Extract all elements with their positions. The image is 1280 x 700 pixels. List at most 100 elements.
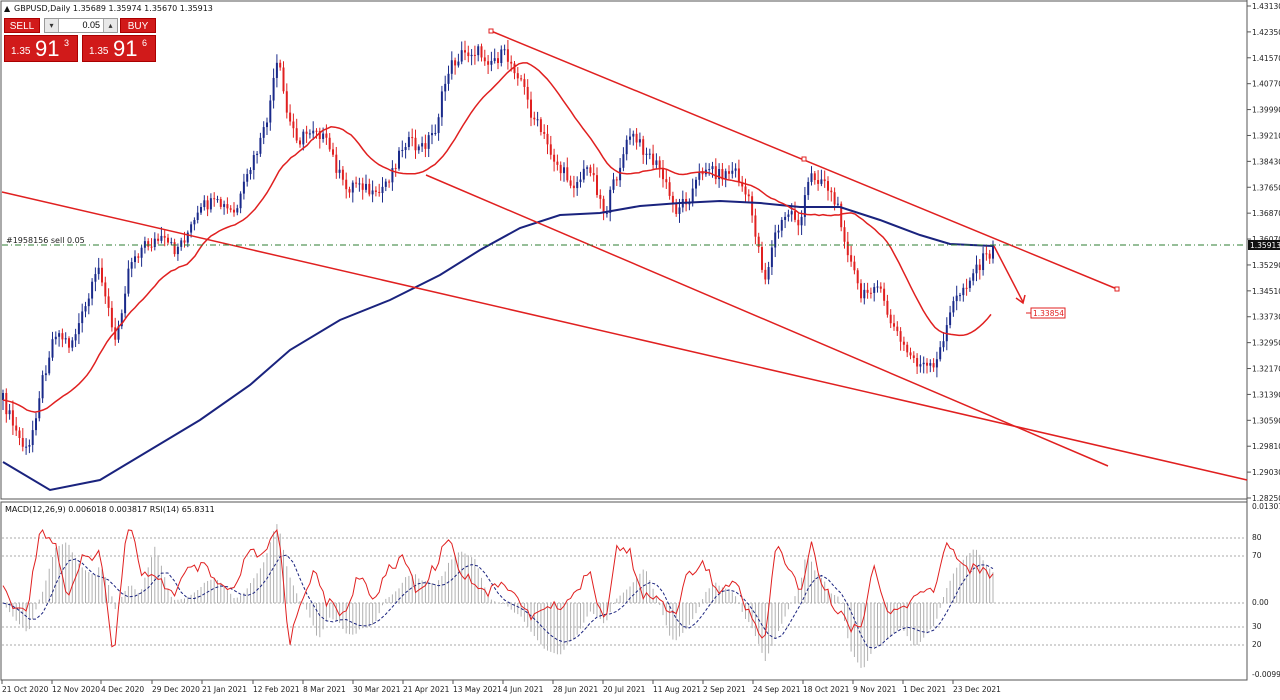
candle — [279, 59, 282, 71]
candle — [754, 208, 757, 245]
one-click-trading-panel: SELL ▾ 0.05 ▴ BUY 1.35 91 3 1.35 91 6 — [4, 18, 156, 62]
candle — [916, 353, 919, 374]
price-axis-label: 1.35290 — [1252, 261, 1280, 270]
candle — [503, 44, 506, 56]
candle — [18, 427, 21, 446]
indicator-header: MACD(12,26,9) 0.006018 0.003817 RSI(14) … — [5, 505, 215, 514]
candle — [338, 160, 341, 179]
candle — [292, 113, 295, 138]
sell-button[interactable]: SELL — [4, 18, 40, 33]
price-axis-label: 1.32950 — [1252, 339, 1280, 348]
candle — [827, 176, 829, 201]
candle — [2, 389, 4, 410]
trendline-handle[interactable] — [801, 156, 807, 162]
candle — [823, 170, 826, 188]
target-arrow-line[interactable] — [993, 245, 1024, 303]
candle — [365, 174, 367, 193]
trendline-handle[interactable] — [488, 28, 494, 34]
candlestick-series — [2, 40, 994, 455]
candle — [635, 128, 638, 150]
date-axis-label: 9 Nov 2021 — [853, 685, 896, 694]
candle — [899, 327, 902, 351]
candle — [586, 165, 589, 176]
candle — [939, 341, 942, 362]
date-axis-label: 11 Aug 2021 — [653, 685, 701, 694]
candle — [101, 258, 103, 287]
candle — [305, 125, 308, 143]
candle — [440, 85, 443, 126]
candle — [473, 45, 476, 65]
candle — [820, 169, 823, 187]
candle — [302, 129, 305, 151]
candle — [341, 166, 344, 186]
candle — [371, 180, 374, 203]
candle — [407, 131, 410, 151]
lower-channel-trendline[interactable] — [425, 174, 1109, 467]
lot-increase-icon[interactable]: ▴ — [103, 19, 117, 32]
candle — [836, 196, 839, 207]
candle — [764, 262, 767, 285]
candle — [863, 282, 866, 305]
candle — [846, 231, 849, 263]
candle — [912, 351, 915, 363]
candle — [87, 293, 90, 315]
lot-size-value[interactable]: 0.05 — [82, 20, 100, 30]
candle — [213, 192, 216, 207]
candle — [582, 160, 585, 183]
candle — [523, 73, 526, 95]
candle — [919, 355, 922, 373]
candle — [94, 267, 97, 292]
date-axis-label: 30 Mar 2021 — [353, 685, 401, 694]
candle — [968, 277, 971, 292]
candle — [893, 314, 895, 331]
candle — [817, 170, 820, 191]
long-support-trendline[interactable] — [1, 191, 1248, 481]
candle — [81, 303, 84, 333]
trendline-handle[interactable] — [1114, 286, 1120, 292]
candle — [873, 283, 876, 302]
candle — [421, 136, 424, 153]
candle — [572, 175, 575, 198]
lot-decrease-icon[interactable]: ▾ — [45, 19, 59, 32]
sell-price-box[interactable]: 1.35 91 3 — [4, 35, 78, 62]
candle — [68, 336, 70, 353]
candle — [506, 40, 509, 70]
candle — [5, 388, 8, 423]
candle — [328, 133, 331, 152]
candle — [272, 68, 275, 109]
buy-button[interactable]: BUY — [120, 18, 156, 33]
candle — [427, 132, 430, 158]
candle — [714, 158, 717, 185]
date-axis-label: 4 Dec 2020 — [101, 685, 144, 694]
candle — [539, 117, 542, 136]
price-axis-label: 1.39990 — [1252, 106, 1280, 115]
candle — [193, 217, 196, 231]
candle — [71, 337, 74, 352]
target-label-box — [1030, 307, 1066, 319]
candle — [41, 370, 44, 403]
candle — [147, 238, 150, 251]
candle — [516, 67, 519, 86]
candle — [652, 144, 655, 170]
candle — [625, 135, 628, 161]
candle — [724, 168, 727, 188]
lot-size-field[interactable]: ▾ 0.05 ▴ — [44, 18, 118, 33]
candle — [866, 282, 869, 299]
candle — [216, 195, 219, 203]
buy-price-box[interactable]: 1.35 91 6 — [82, 35, 156, 62]
candle — [767, 261, 770, 285]
candle — [589, 164, 592, 177]
candle — [563, 162, 565, 182]
candle — [533, 111, 536, 126]
fast-moving-average — [2, 62, 992, 413]
candle — [992, 240, 994, 264]
candle — [886, 294, 889, 318]
candle — [186, 230, 189, 248]
candle — [480, 43, 483, 62]
candle — [384, 178, 387, 192]
candle — [124, 286, 127, 318]
candle — [325, 124, 328, 145]
candle — [579, 171, 582, 188]
